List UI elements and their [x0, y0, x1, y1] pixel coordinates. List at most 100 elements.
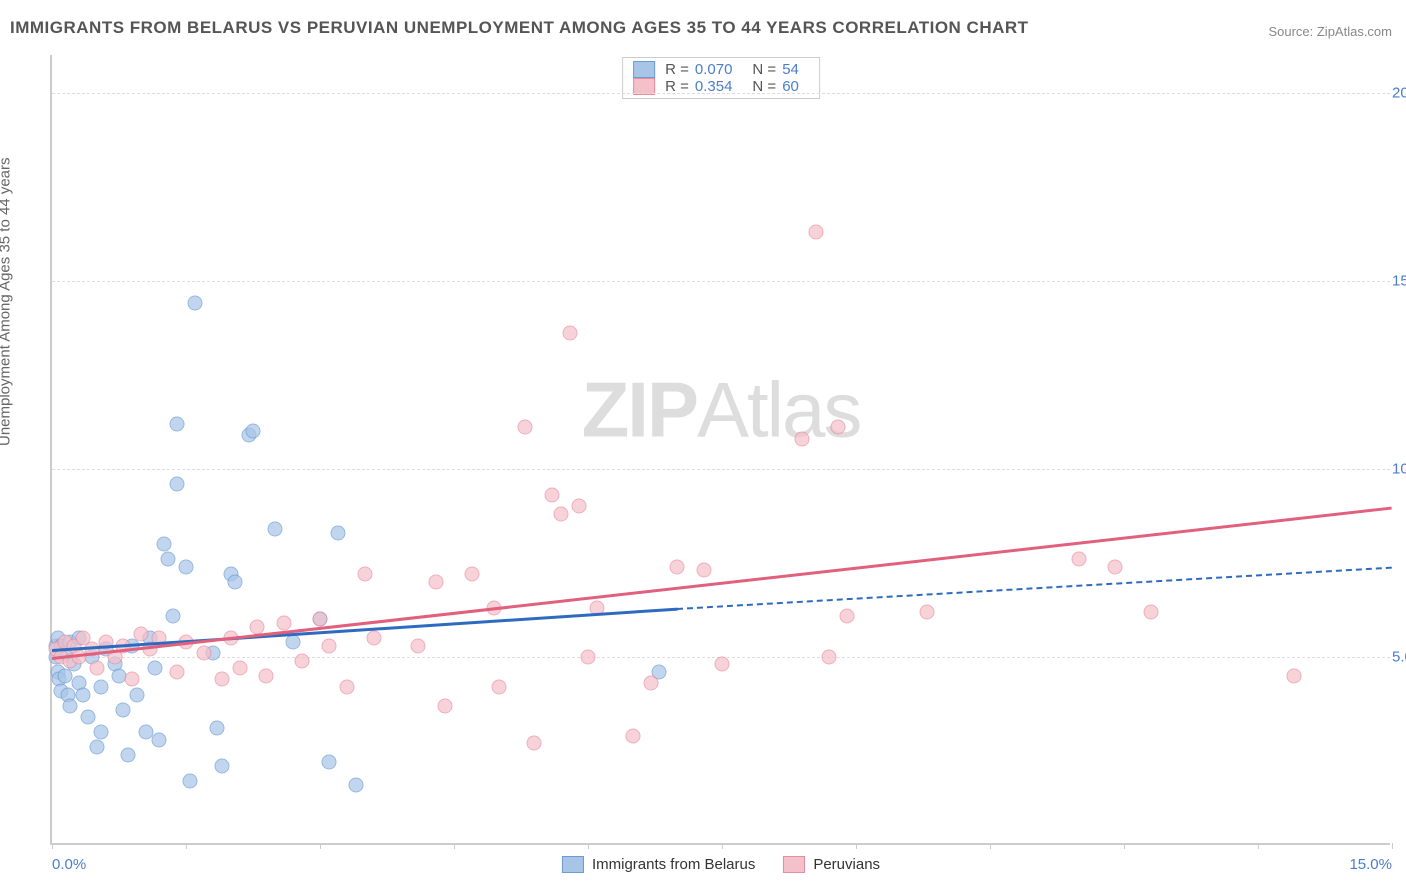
scatter-point [822, 649, 837, 664]
legend-bottom: Immigrants from Belarus Peruvians [562, 856, 880, 873]
scatter-point [429, 574, 444, 589]
scatter-point [321, 638, 336, 653]
scatter-point [1143, 604, 1158, 619]
scatter-point [94, 680, 109, 695]
scatter-point [89, 661, 104, 676]
scatter-point [366, 631, 381, 646]
legend-swatch-bottom-1 [783, 856, 805, 873]
scatter-point [581, 649, 596, 664]
legend-item-1: Peruvians [783, 856, 880, 873]
scatter-point [643, 676, 658, 691]
scatter-point [808, 224, 823, 239]
scatter-point [625, 728, 640, 743]
xtick-mark [722, 843, 723, 849]
xtick-mark [454, 843, 455, 849]
chart-title: IMMIGRANTS FROM BELARUS VS PERUVIAN UNEM… [10, 18, 1029, 38]
scatter-point [80, 710, 95, 725]
scatter-point [321, 755, 336, 770]
scatter-point [840, 608, 855, 623]
plot-area: ZIPAtlas R = 0.070 N = 54 R = 0.354 N = … [50, 55, 1390, 845]
scatter-point [170, 416, 185, 431]
scatter-point [339, 680, 354, 695]
scatter-point [545, 488, 560, 503]
scatter-point [129, 687, 144, 702]
scatter-point [165, 608, 180, 623]
xtick-mark [1124, 843, 1125, 849]
scatter-point [348, 777, 363, 792]
legend-swatch-0 [633, 61, 655, 78]
legend-label-0: Immigrants from Belarus [592, 856, 755, 873]
scatter-point [554, 506, 569, 521]
scatter-point [210, 721, 225, 736]
xtick-mark [856, 843, 857, 849]
scatter-point [232, 661, 247, 676]
scatter-point [161, 552, 176, 567]
scatter-point [196, 646, 211, 661]
scatter-point [527, 736, 542, 751]
trendline [52, 506, 1392, 659]
scatter-point [214, 672, 229, 687]
scatter-point [286, 634, 301, 649]
xtick-label: 15.0% [1349, 856, 1392, 873]
ytick-label: 20.0% [1392, 84, 1406, 101]
scatter-point [1072, 552, 1087, 567]
scatter-point [277, 616, 292, 631]
scatter-point [179, 559, 194, 574]
scatter-point [563, 326, 578, 341]
gridline-h [52, 469, 1390, 470]
legend-stats-row-0: R = 0.070 N = 54 [633, 61, 809, 78]
scatter-point [464, 567, 479, 582]
watermark: ZIPAtlas [582, 364, 861, 455]
scatter-point [89, 740, 104, 755]
legend-item-0: Immigrants from Belarus [562, 856, 755, 873]
xtick-mark [1392, 843, 1393, 849]
xtick-mark [186, 843, 187, 849]
scatter-point [670, 559, 685, 574]
scatter-point [572, 499, 587, 514]
scatter-point [183, 774, 198, 789]
scatter-point [156, 537, 171, 552]
scatter-point [120, 747, 135, 762]
scatter-point [330, 525, 345, 540]
gridline-h [52, 93, 1390, 94]
scatter-point [295, 653, 310, 668]
scatter-point [62, 698, 77, 713]
source-prefix: Source: [1268, 24, 1316, 39]
legend-swatch-bottom-0 [562, 856, 584, 873]
n-value-0: 54 [782, 61, 799, 78]
ytick-label: 5.0% [1392, 648, 1406, 665]
scatter-point [228, 574, 243, 589]
ytick-label: 10.0% [1392, 460, 1406, 477]
scatter-point [1108, 559, 1123, 574]
scatter-point [214, 759, 229, 774]
xtick-mark [320, 843, 321, 849]
scatter-point [246, 424, 261, 439]
y-axis-label: Unemployment Among Ages 35 to 44 years [0, 157, 14, 446]
n-label-0: N = [752, 61, 776, 78]
scatter-point [313, 612, 328, 627]
trendline [677, 567, 1392, 610]
scatter-point [250, 619, 265, 634]
xtick-label: 0.0% [52, 856, 86, 873]
scatter-point [170, 664, 185, 679]
scatter-point [147, 661, 162, 676]
scatter-point [1286, 668, 1301, 683]
scatter-point [170, 476, 185, 491]
scatter-point [152, 732, 167, 747]
scatter-point [116, 702, 131, 717]
scatter-point [920, 604, 935, 619]
chart-container: IMMIGRANTS FROM BELARUS VS PERUVIAN UNEM… [0, 0, 1406, 892]
scatter-point [259, 668, 274, 683]
scatter-point [491, 680, 506, 695]
scatter-point [438, 698, 453, 713]
watermark-light: Atlas [697, 365, 860, 453]
gridline-h [52, 281, 1390, 282]
ytick-label: 15.0% [1392, 272, 1406, 289]
scatter-point [187, 296, 202, 311]
scatter-point [795, 431, 810, 446]
scatter-point [268, 522, 283, 537]
scatter-point [411, 638, 426, 653]
scatter-point [134, 627, 149, 642]
legend-label-1: Peruvians [813, 856, 880, 873]
scatter-point [357, 567, 372, 582]
